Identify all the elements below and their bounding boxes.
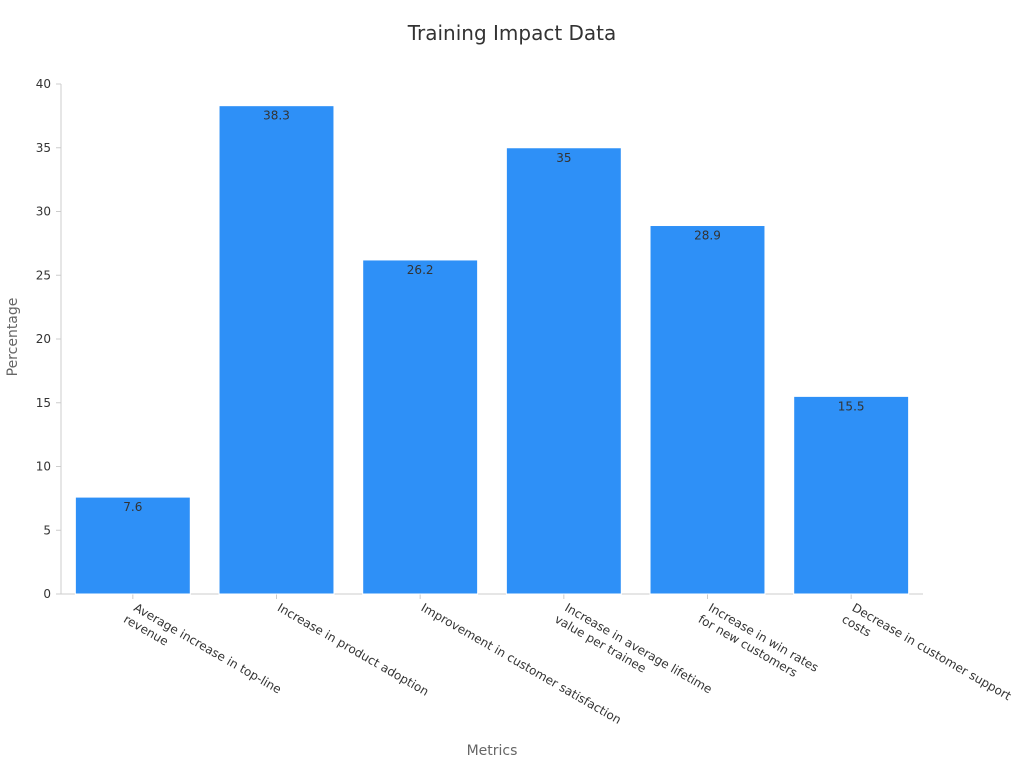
bars [74,105,910,595]
y-tick-label: 30 [36,205,51,219]
y-tick-label: 40 [36,77,51,91]
bar [362,259,479,595]
x-axis-label: Metrics [467,743,518,759]
bar-value-label: 38.3 [263,109,290,123]
x-tick-label: Increase in win ratesfor new customers [696,599,821,688]
y-tick-label: 0 [43,587,51,601]
x-tick-label: Average increase in top-linerevenue [121,599,283,710]
x-tick-label-line: Decrease in customer support [850,600,1014,703]
bar-value-label: 26.2 [407,263,434,277]
bar [793,395,910,595]
y-tick-label: 20 [36,332,51,346]
bar [74,496,191,595]
bar-value-label: 15.5 [838,399,865,413]
chart-title: Training Impact Data [407,21,617,45]
y-tick-label: 5 [43,523,51,537]
x-tick-label-line: Increase in average lifetime [562,600,714,696]
bar [218,105,335,595]
bar [505,147,622,595]
y-tick-label: 15 [36,396,51,410]
x-tick-label: Decrease in customer supportcosts [840,599,1014,716]
y-tick-label: 35 [36,141,51,155]
bar-value-label: 35 [556,151,571,165]
bar-value-label: 7.6 [123,500,142,514]
x-tick-label-line: Increase in product adoption [275,600,431,698]
bar-value-labels: 7.6 38.3 26.2 35 28.9 15.5 [123,109,864,514]
bar [649,225,766,595]
bar-value-label: 28.9 [694,229,721,243]
y-axis-label: Percentage [5,298,21,377]
y-tick-label: 25 [36,268,51,282]
y-tick-label: 10 [36,460,51,474]
x-tick-labels: Average increase in top-linerevenue Incre… [121,599,1014,726]
x-tick-label: Increase in product adoption [275,600,431,698]
axes: 0 5 10 15 20 25 30 35 40 [36,77,923,601]
x-tick-label-line: Average increase in top-line [131,600,283,696]
